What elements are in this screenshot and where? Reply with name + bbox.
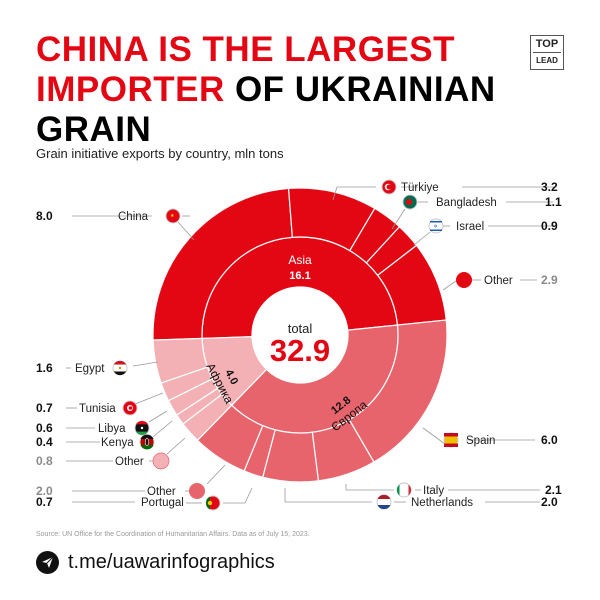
value-italy: 2.1 — [545, 483, 562, 497]
netherlands-flag-icon — [376, 494, 392, 510]
title-line-1: CHINA IS THE LARGEST — [36, 30, 455, 69]
svg-text:★: ★ — [170, 213, 175, 219]
turkiye-flag-icon — [381, 179, 397, 195]
telegram-link[interactable]: t.me/uawarinfographics — [36, 551, 275, 574]
value-turkiye: 3.2 — [541, 180, 558, 194]
label-bangladesh: Bangladesh — [436, 197, 497, 209]
title-line-3: GRAIN — [36, 110, 152, 149]
egypt-flag-icon — [112, 360, 128, 376]
value-egypt: 1.6 — [36, 361, 53, 375]
logo-bottom-text: LEAD — [533, 52, 561, 67]
label-netherlands: Netherlands — [411, 497, 473, 509]
value-tunisia: 0.7 — [36, 401, 53, 415]
title-red-word: IMPORTER — [36, 70, 225, 109]
value-spain: 6.0 — [541, 433, 558, 447]
label-tunisia: Tunisia — [79, 403, 116, 415]
israel-flag-icon: ✡ — [428, 218, 444, 234]
value-libya: 0.6 — [36, 421, 53, 435]
svg-text:✡: ✡ — [434, 224, 438, 230]
label-egypt: Egypt — [75, 363, 105, 375]
region-name-asia: Asia — [288, 253, 312, 267]
libya-flag-icon — [134, 420, 150, 436]
portugal-flag-icon — [205, 495, 221, 511]
value-netherlands: 2.0 — [541, 495, 558, 509]
center-total-label: total — [288, 321, 313, 336]
label-europe-other: Other — [147, 486, 176, 498]
region-value-asia: 16.1 — [289, 270, 310, 282]
value-china: 8.0 — [36, 209, 53, 223]
label-libya: Libya — [98, 423, 126, 435]
asia-other-dot-icon — [456, 272, 472, 288]
value-kenya: 0.4 — [36, 435, 53, 449]
chart-subtitle: Grain initiative exports by country, mln… — [36, 146, 284, 161]
label-italy: Italy — [423, 485, 444, 497]
donut-rings — [152, 187, 448, 483]
label-kenya: Kenya — [101, 437, 134, 449]
spain-flag-icon — [443, 432, 459, 448]
label-portugal: Portugal — [141, 497, 184, 509]
africa-other-dot-icon — [152, 452, 170, 470]
europe-other-dot-icon — [189, 483, 205, 499]
title-black-part: OF UKRAINIAN — [224, 70, 496, 109]
china-flag-icon: ★ — [165, 208, 181, 224]
bangladesh-flag-icon — [402, 194, 418, 210]
telegram-icon — [36, 551, 59, 574]
italy-flag-icon — [396, 482, 412, 498]
telegram-link-text: t.me/uawarinfographics — [68, 551, 275, 573]
value-portugal: 0.7 — [36, 495, 53, 509]
label-turkiye: Türkiye — [401, 182, 439, 194]
center-total-value: 32.9 — [270, 333, 330, 368]
outer-segment-Egypt — [152, 337, 209, 384]
leader-lines — [66, 186, 555, 504]
label-africa-other: Other — [115, 456, 144, 468]
value-bangladesh: 1.1 — [545, 195, 562, 209]
value-israel: 0.9 — [541, 219, 558, 233]
label-asia-other: Other — [484, 275, 513, 287]
label-china: China — [118, 211, 149, 223]
top-lead-logo: TOP LEAD — [530, 35, 564, 70]
value-africa-other: 0.8 — [36, 454, 53, 468]
kenya-flag-icon — [139, 434, 155, 450]
value-asia-other: 2.9 — [541, 273, 558, 287]
label-israel: Israel — [456, 221, 484, 233]
label-spain: Spain — [466, 435, 495, 447]
tunisia-flag-icon — [122, 400, 138, 416]
logo-top-text: TOP — [535, 38, 559, 50]
value-europe-other: 2.0 — [36, 484, 53, 498]
source-note: Source: UN Office for the Coordination o… — [36, 531, 310, 538]
page-title: CHINA IS THE LARGEST IMPORTER OF UKRAINI… — [36, 30, 516, 150]
